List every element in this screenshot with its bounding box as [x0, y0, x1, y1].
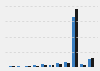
Bar — [83, 65, 86, 67]
Bar — [17, 66, 20, 67]
Bar — [91, 58, 94, 67]
Bar — [33, 65, 36, 67]
Bar — [75, 9, 78, 67]
Bar — [67, 63, 70, 67]
Bar — [59, 64, 62, 67]
Bar — [41, 64, 44, 67]
Bar — [88, 59, 91, 67]
Bar — [64, 62, 67, 67]
Bar — [52, 65, 54, 67]
Bar — [80, 64, 83, 67]
Bar — [48, 65, 52, 67]
Bar — [36, 66, 39, 67]
Bar — [56, 63, 59, 67]
Bar — [25, 66, 28, 67]
Bar — [28, 66, 31, 67]
Bar — [44, 65, 47, 67]
Bar — [12, 66, 15, 67]
Bar — [9, 66, 12, 67]
Bar — [72, 17, 75, 67]
